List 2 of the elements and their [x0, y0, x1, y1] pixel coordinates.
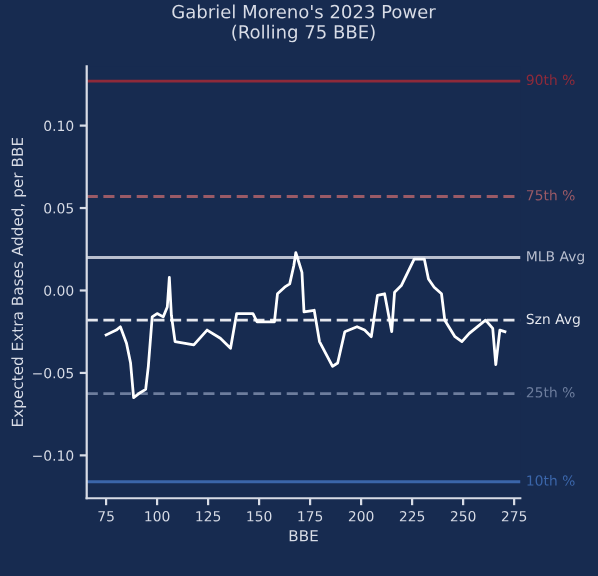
chart-title: Gabriel Moreno's 2023 Power (Rolling 75 BBE)	[172, 4, 436, 43]
line-series	[104, 251, 507, 400]
